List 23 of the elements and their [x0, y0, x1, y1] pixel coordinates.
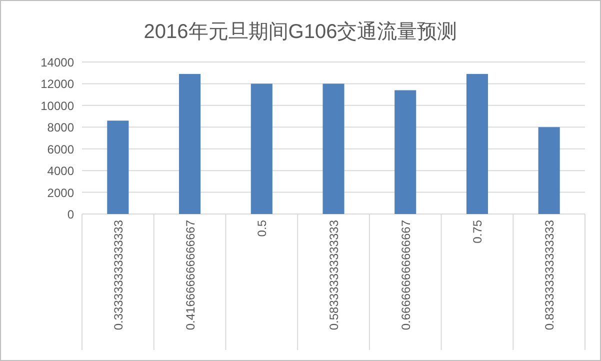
bar	[538, 127, 560, 214]
y-tick-label: 6000	[47, 142, 74, 156]
y-tick-label: 4000	[47, 164, 74, 178]
bar	[322, 84, 344, 214]
y-tick-label: 14000	[40, 56, 74, 70]
bar	[250, 84, 272, 214]
bar	[107, 120, 129, 214]
x-tick-label: 0.833333333333333	[542, 220, 557, 330]
chart-title: 2016年元旦期间G106交通流量预测	[144, 21, 458, 43]
y-tick-label: 0	[67, 208, 74, 222]
x-tick-label: 0.75	[470, 220, 485, 244]
x-tick-label: 0.583333333333333	[327, 220, 341, 330]
x-tick-label: 0.666666666666667	[398, 220, 413, 330]
y-tick-label: 12000	[40, 77, 74, 92]
bar	[466, 74, 488, 214]
y-tick-label: 8000	[47, 120, 74, 135]
y-tick-label: 2000	[47, 186, 74, 200]
x-tick-label: 0.333333333333333	[111, 220, 126, 330]
bar	[394, 90, 416, 214]
x-tick-label: 0.416666666666667	[183, 220, 198, 330]
y-tick-label: 10000	[40, 98, 74, 113]
bar	[179, 74, 201, 214]
x-tick-label: 0.5	[255, 220, 270, 237]
